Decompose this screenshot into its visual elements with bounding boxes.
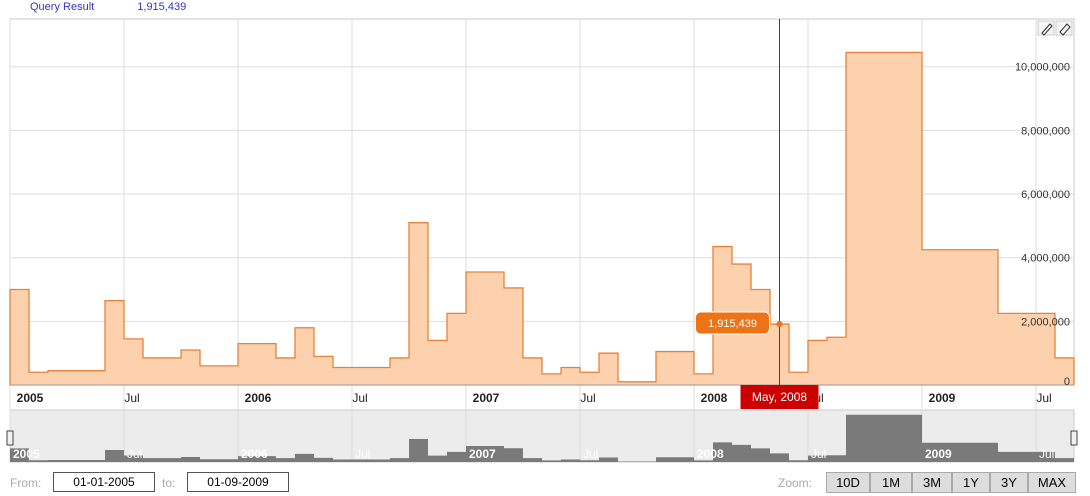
- navigator-tick-label: Jul: [583, 447, 598, 461]
- zoom-3y-button[interactable]: 3Y: [990, 472, 1028, 493]
- navigator-tick-label: 2005: [13, 447, 40, 461]
- x-tick-label: Jul: [124, 391, 139, 405]
- y-tick-label: 10,000,000: [1015, 62, 1070, 74]
- y-tick-label: 6,000,000: [1021, 189, 1070, 201]
- series-area-path: [9, 51, 1075, 386]
- navigator-tick-label: 2006: [241, 447, 268, 461]
- crosshair-value-box: [695, 311, 770, 335]
- navigator-tick-label: 2007: [469, 447, 496, 461]
- zoom-label: Zoom:: [778, 476, 813, 490]
- navigator-right-handle[interactable]: [1070, 430, 1078, 446]
- eraser-icon[interactable]: [1055, 20, 1073, 36]
- navigator-tick-label: Jul: [1039, 447, 1054, 461]
- from-label: From:: [10, 476, 42, 490]
- x-tick-label: Jul: [352, 391, 367, 405]
- navigator-left-handle[interactable]: [6, 430, 14, 446]
- main-chart[interactable]: 2005 Jul 2006 Jul 2007 Jul 2008 Jul 2009 Jul 0 2,0…: [0, 0, 1090, 470]
- pencil-icon[interactable]: [1037, 20, 1055, 36]
- zoom-max-button[interactable]: MAX: [1028, 472, 1076, 493]
- navigator-series: [10, 414, 1074, 462]
- y-axis: 0 2,000,000 4,000,000 6,000,000 8,000,000 10,…: [1015, 62, 1070, 388]
- crosshair-value-label: 1,915,439: [708, 318, 757, 330]
- legend: Query Result 1,915,439: [30, 1, 186, 13]
- x-tick-label: Jul: [1036, 391, 1051, 405]
- zoom-3m-button[interactable]: 3M: [912, 472, 952, 493]
- legend-label: Query Result: [30, 1, 95, 13]
- navigator-tick-label: 2008: [697, 447, 724, 461]
- x-tick-label: 2007: [473, 391, 500, 405]
- x-tick-label: 2009: [929, 391, 956, 405]
- x-tick-label: 2008: [701, 391, 728, 405]
- to-date-input[interactable]: 01-09-2009: [187, 472, 289, 492]
- navigator-tick-label: Jul: [127, 447, 142, 461]
- navigator-tick-label: Jul: [811, 447, 826, 461]
- navigator-tick-label: 2009: [925, 447, 952, 461]
- crosshair-date-label: May, 2008: [752, 390, 807, 404]
- zoom-10d-button[interactable]: 10D: [826, 472, 870, 493]
- crosshair: May, 2008 1,915,439: [695, 19, 819, 409]
- navigator-tick-label: Jul: [355, 447, 370, 461]
- x-tick-label: Jul: [580, 391, 595, 405]
- y-tick-label: 2,000,000: [1021, 316, 1070, 328]
- y-tick-label: 0: [1064, 376, 1070, 388]
- zoom-1y-button[interactable]: 1Y: [952, 472, 990, 493]
- y-tick-label: 4,000,000: [1021, 253, 1070, 265]
- range-bar: From: 01-01-2005 to: 01-09-2009 Zoom: 10…: [0, 470, 1090, 496]
- to-label: to:: [162, 476, 176, 490]
- y-tick-label: 8,000,000: [1021, 125, 1070, 137]
- from-date-input[interactable]: 01-01-2005: [53, 472, 155, 492]
- navigator: 2005 Jul 2006 Jul 2007 Jul 2008 Jul 2009 Jul: [6, 409, 1078, 463]
- crosshair-point: [776, 321, 783, 328]
- crosshair-date-box: [740, 385, 819, 409]
- x-tick-label: 2005: [17, 391, 44, 405]
- legend-value: 1,915,439: [137, 1, 187, 13]
- x-tick-label: 2006: [245, 391, 272, 405]
- zoom-1m-button[interactable]: 1M: [870, 472, 912, 493]
- series-area: [9, 51, 1075, 386]
